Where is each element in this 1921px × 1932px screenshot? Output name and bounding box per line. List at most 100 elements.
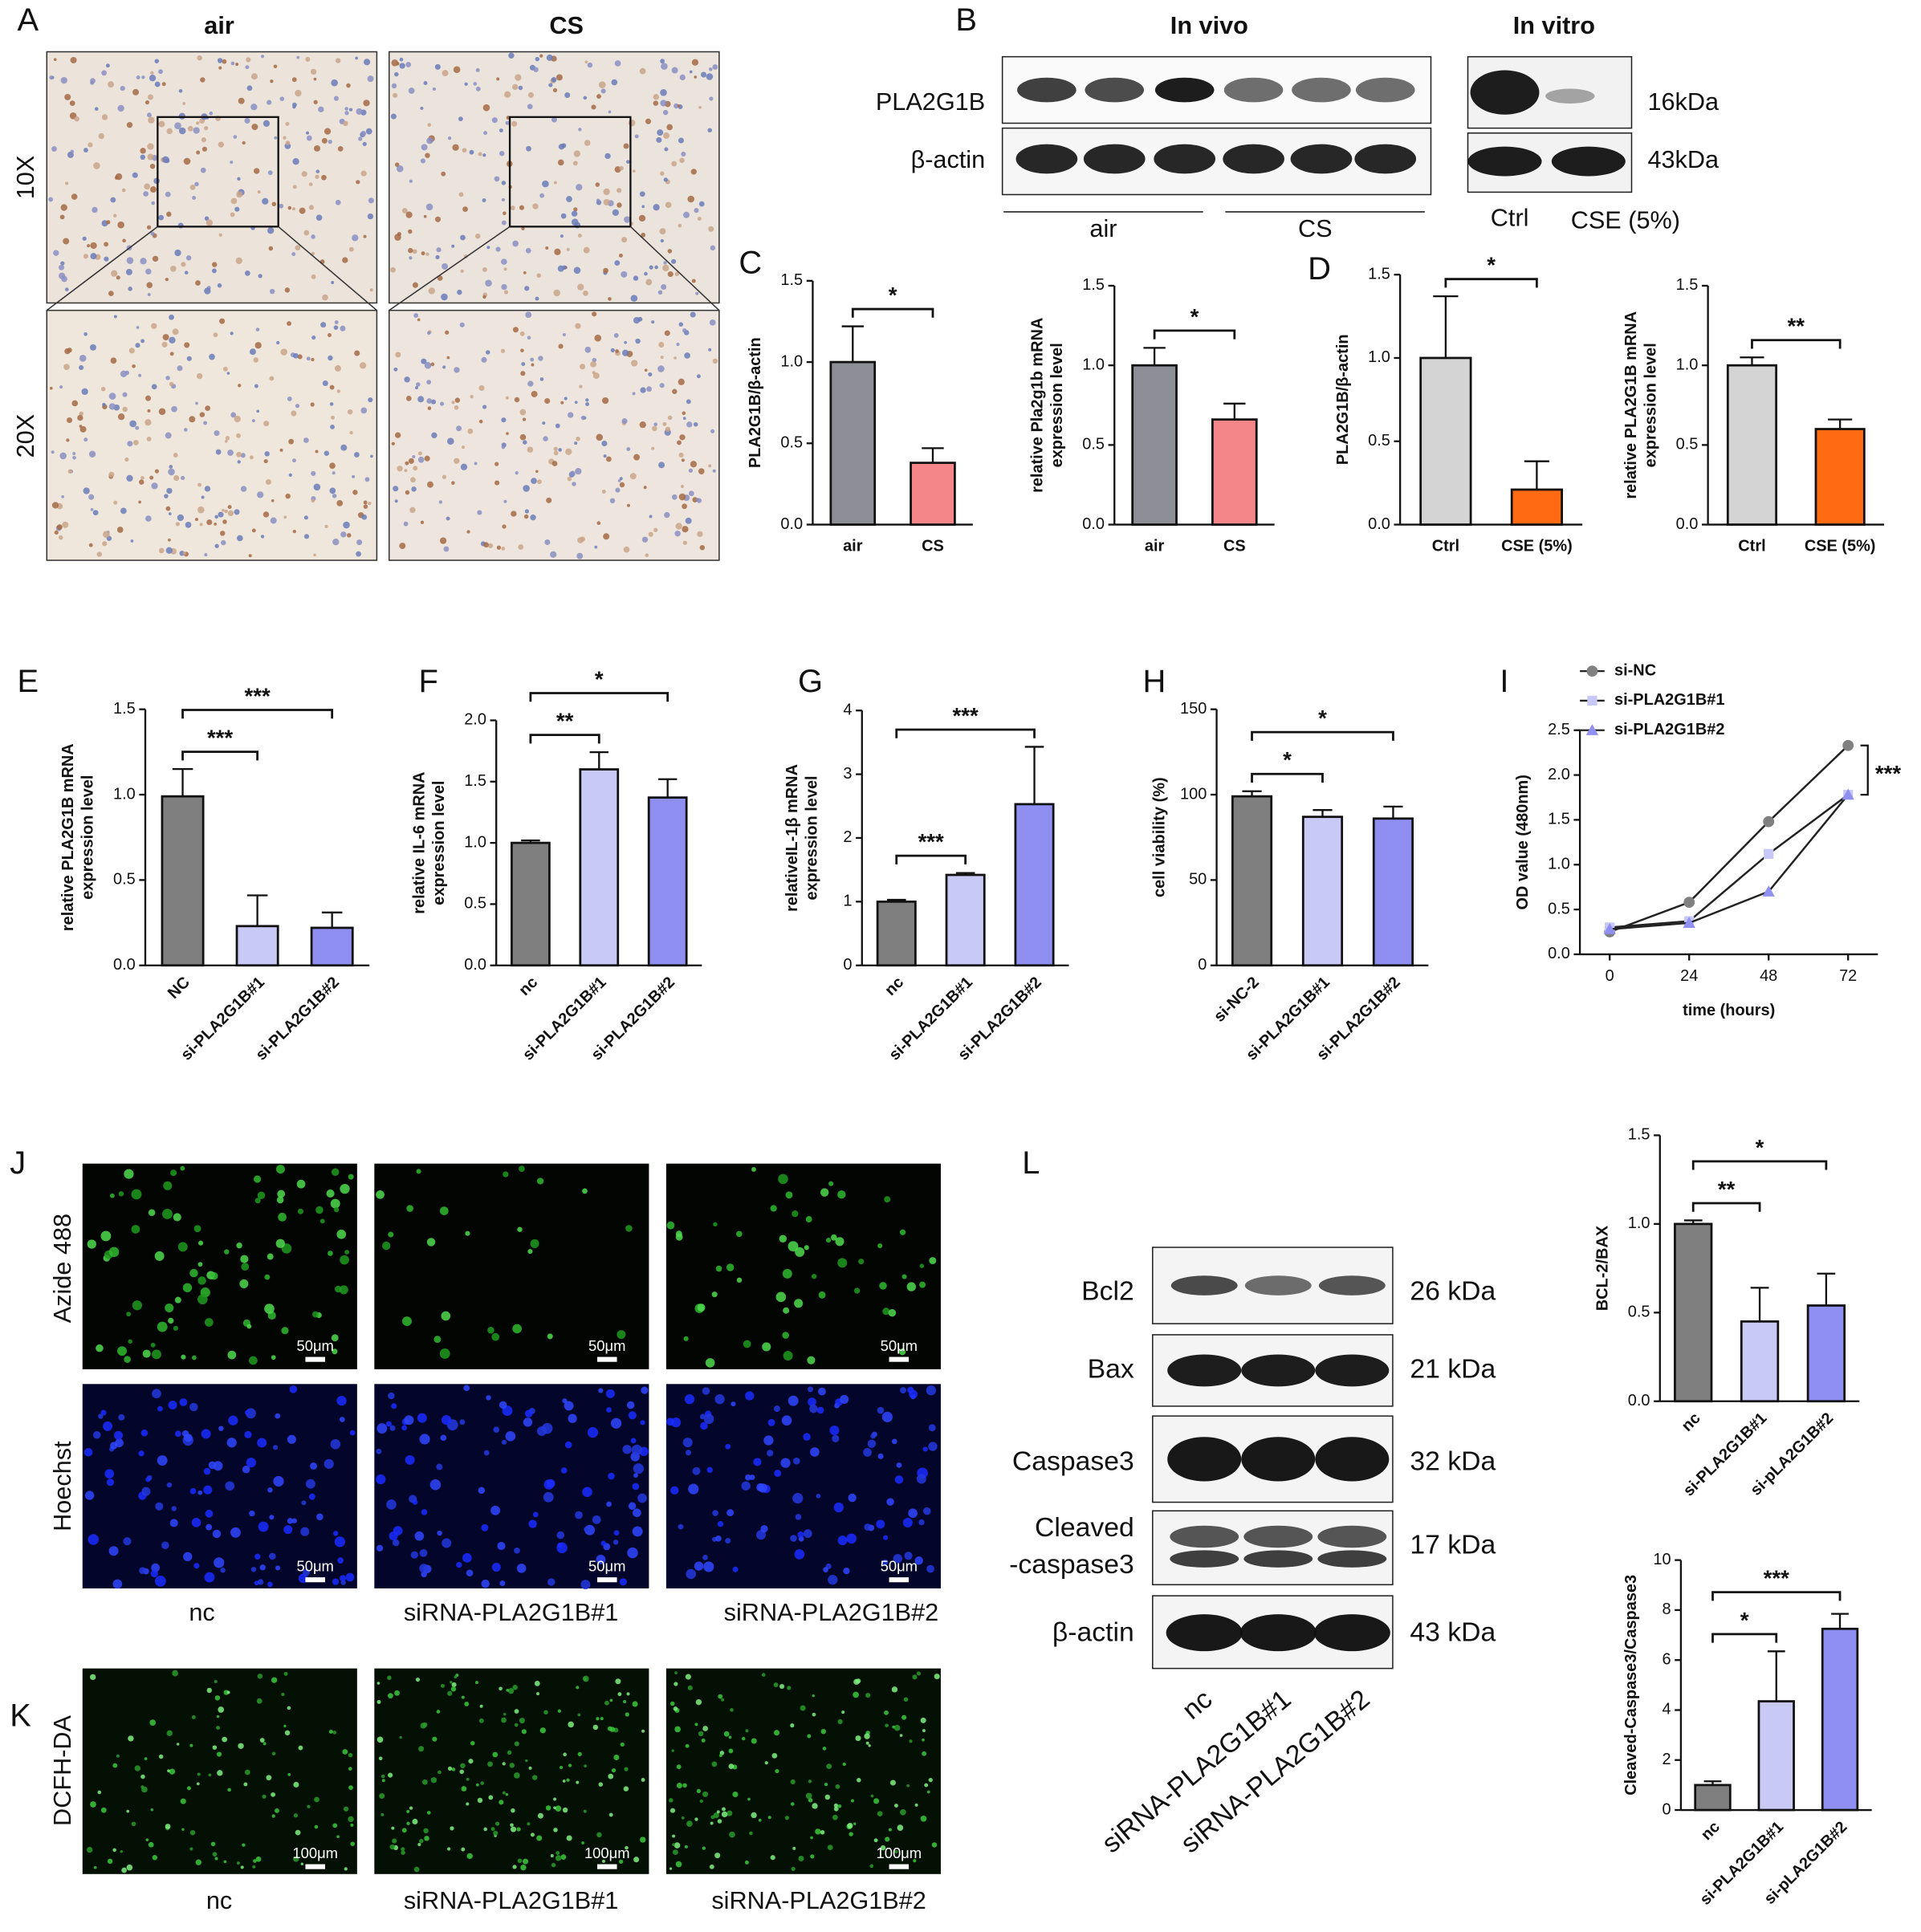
- texture-dot: [482, 153, 486, 157]
- texture-dot: [271, 201, 277, 207]
- texture-dot: [442, 365, 446, 369]
- texture-dot: [601, 440, 608, 447]
- texture-dot: [295, 1829, 301, 1836]
- texture-dot: [725, 1443, 731, 1450]
- texture-dot: [96, 551, 103, 557]
- texture-dot: [367, 75, 374, 83]
- texture-dot: [609, 1698, 613, 1702]
- protein-label: Caspase3: [1012, 1446, 1134, 1476]
- texture-dot: [244, 270, 250, 276]
- texture-dot: [148, 116, 155, 124]
- significance-bracket: [1711, 1633, 1778, 1643]
- texture-dot: [376, 1700, 381, 1704]
- texture-dot: [305, 56, 311, 62]
- texture-dot: [632, 1701, 638, 1707]
- texture-dot: [70, 56, 77, 63]
- texture-dot: [761, 1673, 766, 1677]
- texture-dot: [674, 356, 677, 360]
- texture-dot: [546, 54, 553, 61]
- texture-dot: [154, 1251, 165, 1261]
- texture-dot: [592, 311, 597, 317]
- texture-dot: [438, 500, 443, 504]
- texture-dot: [352, 234, 359, 242]
- texture-dot: [299, 207, 306, 214]
- texture-dot: [677, 104, 681, 108]
- texture-dot: [716, 1810, 720, 1814]
- texture-dot: [651, 446, 655, 450]
- texture-dot: [713, 1222, 718, 1227]
- texture-dot: [462, 206, 468, 212]
- marker: [1842, 739, 1854, 751]
- texture-dot: [151, 384, 157, 390]
- texture-dot: [609, 498, 616, 504]
- texture-dot: [698, 468, 705, 474]
- texture-dot: [503, 211, 507, 216]
- y-axis-label: relative IL-6 mRNA: [410, 771, 428, 913]
- texture-dot: [466, 1777, 470, 1781]
- x-tick-label: 48: [1760, 967, 1777, 985]
- texture-dot: [336, 389, 340, 393]
- y-axis-label: relativeIL-1β mRNA: [783, 764, 801, 912]
- size-label: 21 kDa: [1410, 1353, 1496, 1384]
- texture-dot: [194, 518, 198, 522]
- texture-dot: [66, 417, 73, 424]
- texture-dot: [553, 181, 557, 185]
- texture-dot: [166, 487, 173, 494]
- significance-label: **: [1718, 1177, 1736, 1202]
- texture-dot: [560, 234, 564, 238]
- texture-dot: [465, 1230, 470, 1236]
- blot-band: [1355, 77, 1415, 103]
- blot-band: [1354, 144, 1417, 174]
- texture-dot: [574, 441, 578, 445]
- significance-bracket: [851, 307, 934, 318]
- texture-dot: [122, 238, 126, 243]
- texture-dot: [864, 1523, 872, 1531]
- texture-dot: [332, 1578, 340, 1585]
- texture-dot: [82, 236, 87, 241]
- texture-dot: [523, 485, 530, 492]
- texture-dot: [778, 1173, 788, 1185]
- scale-bar: [596, 1864, 617, 1869]
- y-tick-label: 0.5: [780, 434, 803, 452]
- texture-dot: [563, 1752, 567, 1757]
- texture-dot: [275, 1808, 279, 1813]
- texture-dot: [300, 1527, 310, 1536]
- texture-dot: [551, 116, 557, 123]
- texture-dot: [763, 1435, 774, 1446]
- texture-dot: [193, 1563, 200, 1569]
- texture-dot: [820, 1830, 825, 1835]
- texture-dot: [238, 97, 245, 104]
- texture-dot: [199, 412, 206, 417]
- texture-dot: [102, 402, 106, 407]
- texture-dot: [391, 441, 395, 445]
- texture-dot: [645, 118, 652, 124]
- texture-dot: [623, 1786, 629, 1792]
- texture-dot: [268, 246, 274, 251]
- texture-dot: [603, 188, 610, 196]
- texture-dot: [150, 1808, 153, 1812]
- texture-dot: [124, 1356, 131, 1363]
- texture-dot: [311, 470, 316, 476]
- texture-dot: [271, 1677, 278, 1683]
- texture-dot: [842, 1762, 846, 1767]
- texture-dot: [113, 315, 117, 319]
- texture-dot: [70, 149, 75, 154]
- texture-dot: [206, 219, 214, 226]
- texture-dot: [306, 131, 310, 135]
- texture-dot: [420, 520, 425, 524]
- texture-dot: [408, 229, 413, 234]
- texture-dot: [919, 1263, 925, 1268]
- x-tick-label: CSE (5%): [1805, 537, 1876, 555]
- texture-dot: [346, 533, 352, 538]
- texture-dot: [315, 214, 323, 221]
- texture-dot: [519, 433, 527, 441]
- texture-dot: [140, 339, 145, 344]
- texture-dot: [394, 71, 399, 77]
- texture-dot: [898, 1348, 906, 1356]
- texture-dot: [314, 1824, 319, 1829]
- protein-label: Bax: [1088, 1353, 1134, 1384]
- texture-dot: [332, 1531, 339, 1536]
- x-tick-label: 0: [1606, 967, 1614, 985]
- blot-band: [1154, 144, 1216, 174]
- texture-dot: [926, 1790, 930, 1794]
